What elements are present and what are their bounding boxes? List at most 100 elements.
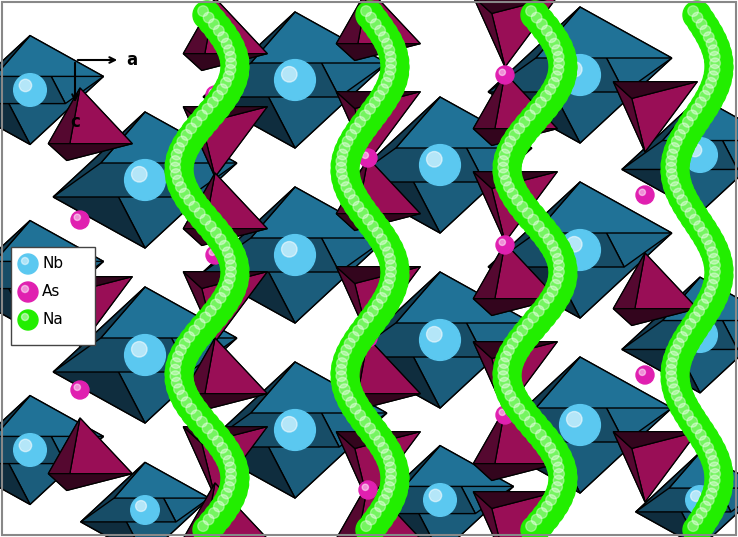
Circle shape: [221, 464, 249, 492]
Circle shape: [694, 221, 705, 231]
Circle shape: [700, 25, 711, 36]
Circle shape: [125, 159, 165, 200]
Circle shape: [204, 503, 232, 531]
Polygon shape: [203, 413, 295, 498]
Circle shape: [332, 353, 360, 381]
Circle shape: [542, 25, 552, 36]
Circle shape: [379, 477, 407, 505]
Circle shape: [281, 67, 297, 82]
Polygon shape: [66, 418, 132, 490]
Polygon shape: [48, 277, 132, 293]
Circle shape: [213, 79, 240, 107]
Circle shape: [382, 38, 393, 49]
Circle shape: [514, 403, 525, 414]
Circle shape: [356, 516, 384, 537]
Circle shape: [165, 366, 193, 394]
Polygon shape: [580, 58, 672, 143]
Circle shape: [683, 117, 693, 127]
Circle shape: [350, 405, 378, 433]
Circle shape: [697, 229, 725, 257]
Polygon shape: [396, 323, 532, 408]
Polygon shape: [489, 442, 624, 493]
Polygon shape: [337, 92, 420, 162]
Polygon shape: [0, 437, 30, 504]
Polygon shape: [183, 54, 267, 70]
Polygon shape: [183, 338, 215, 410]
Circle shape: [683, 318, 717, 352]
Circle shape: [567, 411, 582, 427]
Circle shape: [224, 71, 234, 82]
Polygon shape: [201, 338, 267, 410]
Circle shape: [166, 353, 194, 381]
Circle shape: [334, 346, 362, 374]
Circle shape: [350, 123, 361, 134]
Circle shape: [494, 164, 522, 192]
Circle shape: [710, 260, 720, 271]
Circle shape: [494, 353, 522, 381]
Circle shape: [221, 470, 249, 498]
Circle shape: [698, 79, 726, 107]
Circle shape: [19, 264, 32, 277]
Circle shape: [218, 275, 246, 303]
Circle shape: [708, 45, 719, 55]
Circle shape: [368, 223, 396, 251]
Circle shape: [359, 149, 377, 167]
Text: Na: Na: [42, 313, 63, 328]
Circle shape: [546, 495, 556, 505]
Circle shape: [221, 77, 231, 88]
Polygon shape: [473, 172, 505, 242]
Circle shape: [226, 266, 236, 277]
Polygon shape: [183, 107, 215, 177]
Circle shape: [704, 249, 732, 277]
Circle shape: [375, 236, 403, 264]
Circle shape: [703, 242, 731, 270]
Circle shape: [203, 92, 231, 120]
Circle shape: [222, 280, 233, 290]
Circle shape: [688, 521, 698, 532]
Circle shape: [682, 105, 710, 133]
Circle shape: [508, 338, 518, 349]
Polygon shape: [348, 148, 440, 233]
Polygon shape: [635, 452, 700, 512]
Circle shape: [336, 162, 346, 173]
Circle shape: [683, 516, 711, 537]
Circle shape: [531, 12, 542, 23]
Circle shape: [509, 397, 520, 408]
Circle shape: [366, 12, 376, 23]
Circle shape: [553, 253, 563, 264]
Polygon shape: [700, 277, 738, 350]
Circle shape: [503, 184, 531, 212]
Circle shape: [355, 117, 365, 127]
Circle shape: [692, 423, 702, 433]
Polygon shape: [101, 338, 237, 423]
Circle shape: [337, 169, 348, 179]
Circle shape: [685, 307, 713, 336]
Circle shape: [553, 273, 563, 284]
Circle shape: [210, 288, 238, 316]
Polygon shape: [145, 287, 237, 372]
Polygon shape: [632, 432, 697, 502]
Circle shape: [689, 301, 717, 329]
Polygon shape: [337, 432, 368, 502]
Circle shape: [530, 423, 541, 433]
Circle shape: [548, 77, 559, 88]
Circle shape: [670, 182, 681, 192]
Circle shape: [706, 38, 717, 49]
Circle shape: [219, 477, 247, 505]
Circle shape: [545, 242, 573, 270]
Circle shape: [344, 190, 372, 218]
Circle shape: [18, 310, 38, 330]
Polygon shape: [66, 88, 132, 161]
Circle shape: [703, 275, 731, 303]
Circle shape: [170, 358, 182, 368]
Circle shape: [169, 138, 197, 166]
Circle shape: [380, 458, 408, 485]
Circle shape: [209, 20, 237, 48]
Circle shape: [14, 434, 46, 466]
Circle shape: [224, 253, 235, 264]
Circle shape: [18, 282, 38, 302]
Circle shape: [173, 351, 183, 362]
Circle shape: [165, 151, 193, 179]
Circle shape: [375, 25, 385, 36]
Circle shape: [554, 469, 565, 479]
